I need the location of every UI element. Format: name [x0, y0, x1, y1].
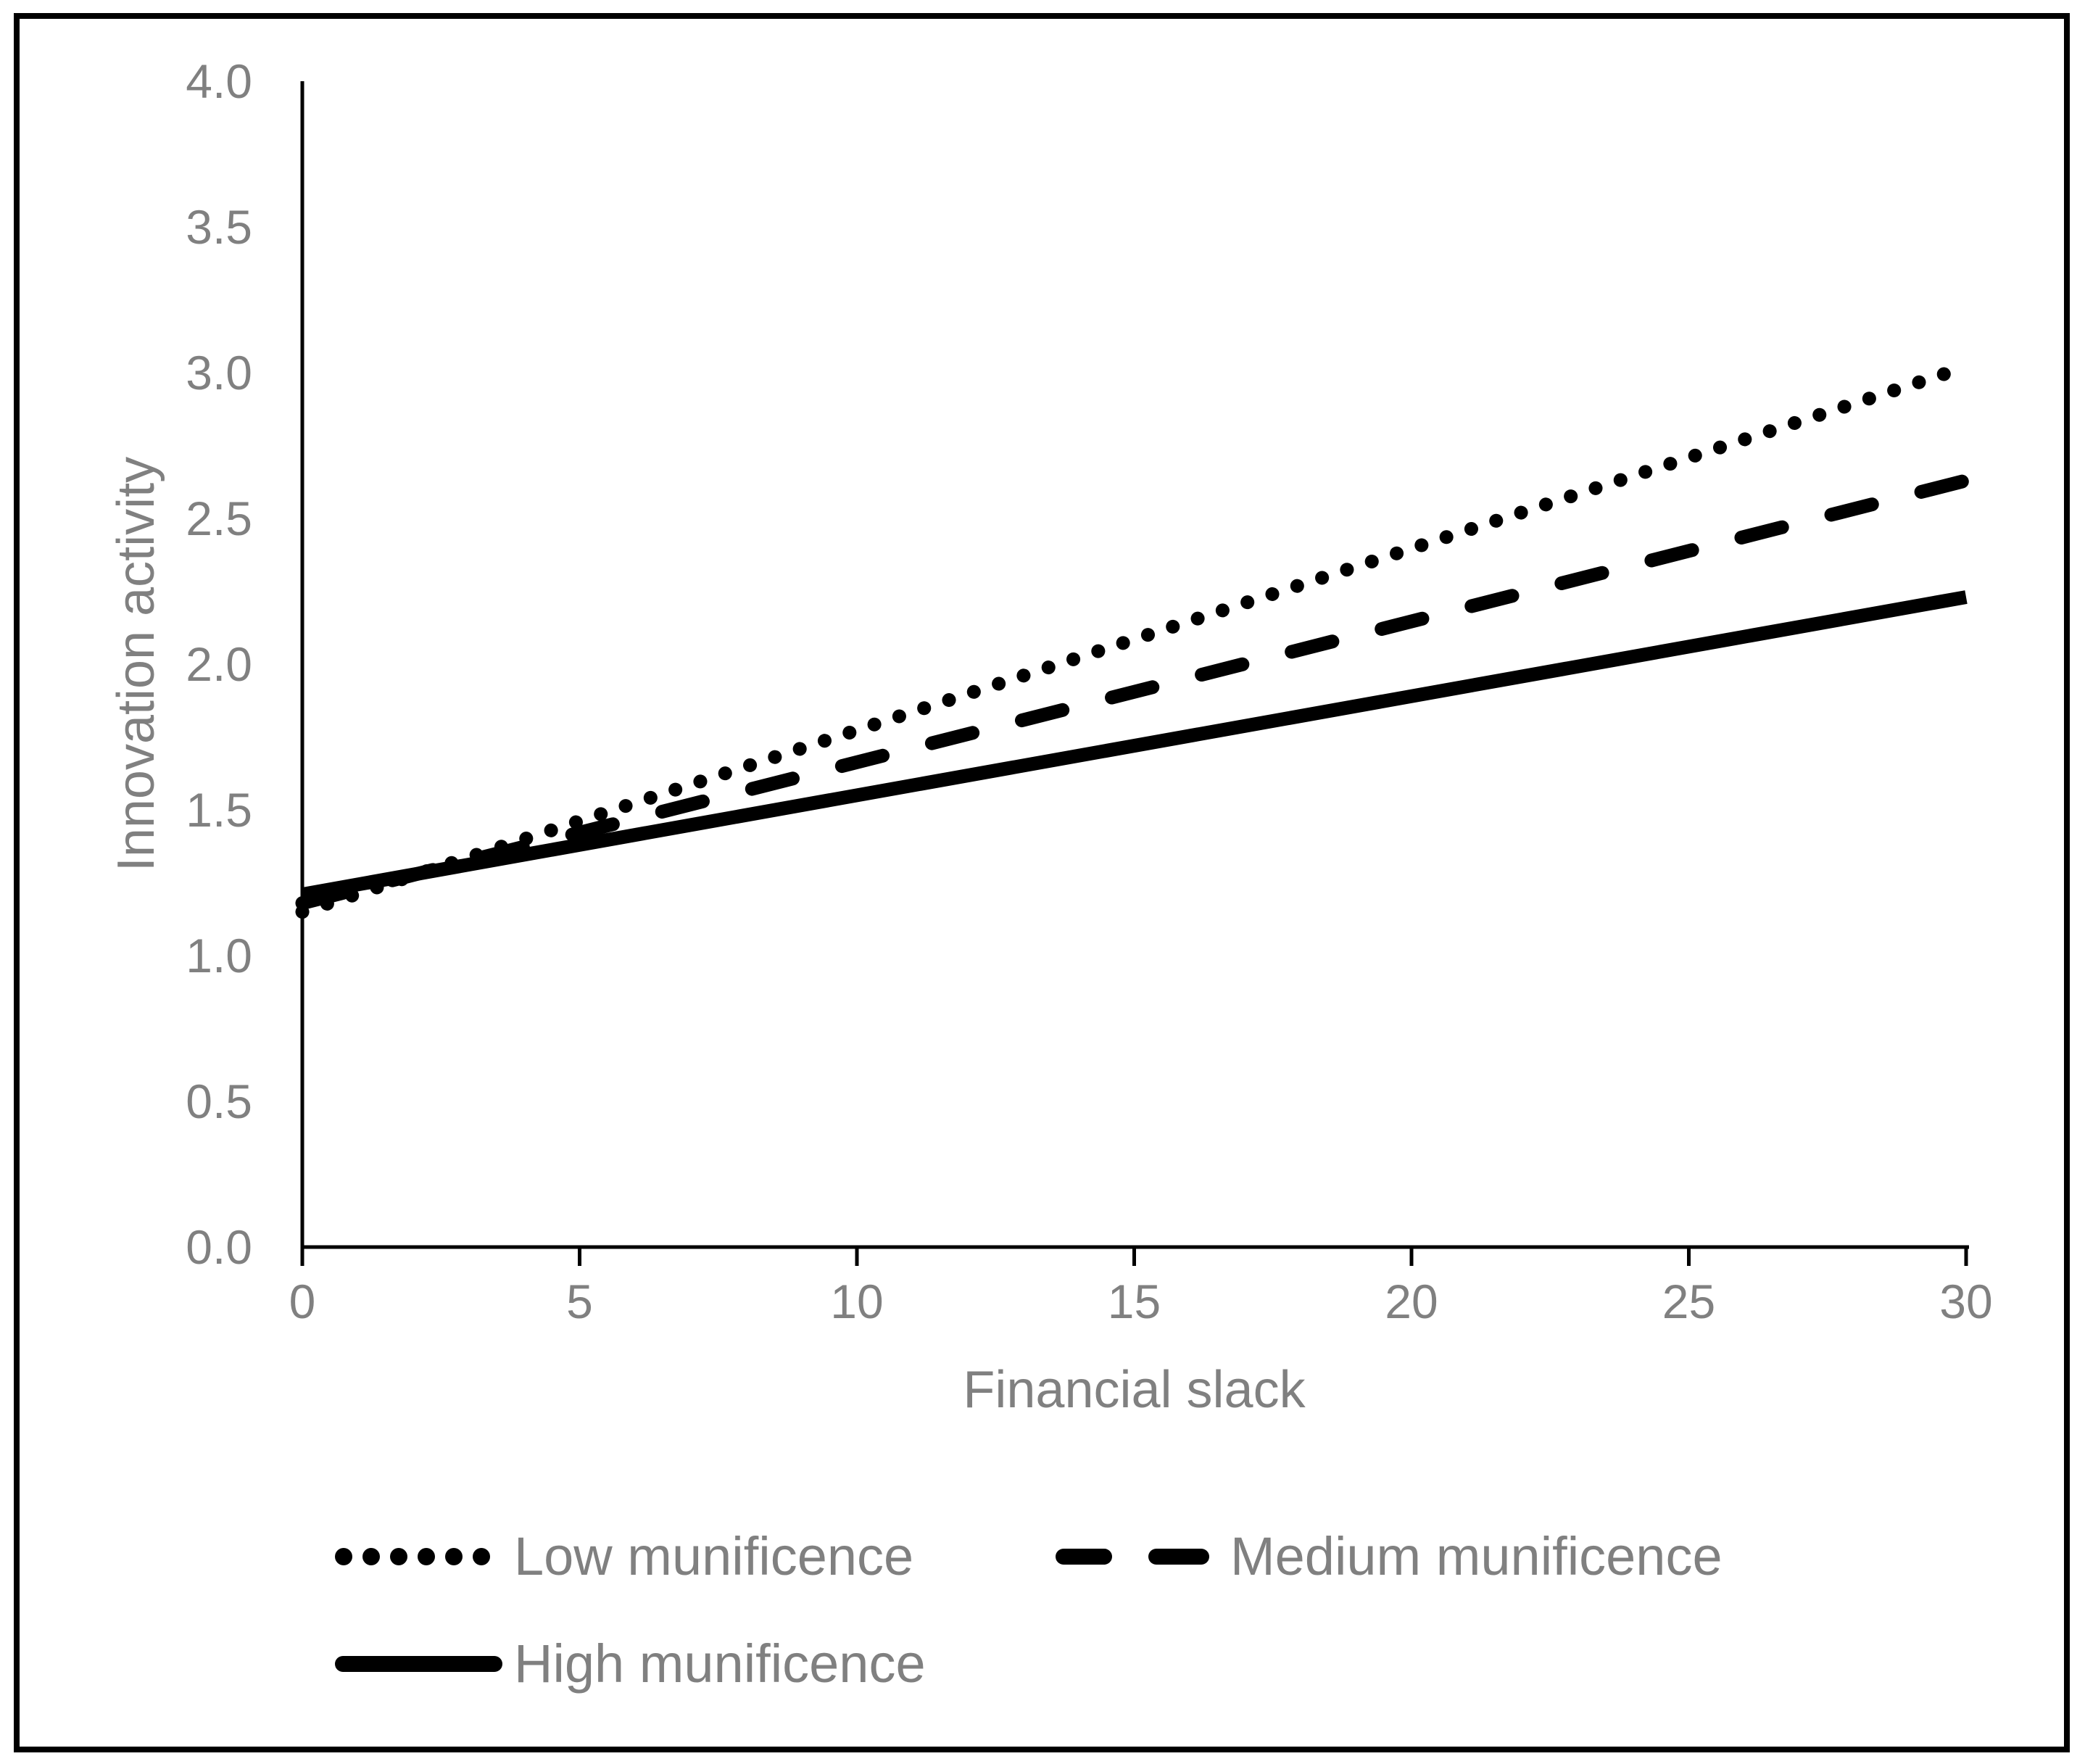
- x-tick-label: 25: [1662, 1275, 1715, 1328]
- x-tick-label: 30: [1939, 1275, 1992, 1328]
- y-tick-label: 0.5: [186, 1074, 252, 1128]
- legend-item-medium-munificence: Medium munificence: [1050, 1524, 1723, 1589]
- series-line-high-munificence: [301, 590, 1968, 901]
- x-tick-label: 10: [830, 1275, 883, 1328]
- y-tick-label: 2.0: [186, 637, 252, 691]
- y-tick-label: 3.5: [186, 200, 252, 254]
- x-tick-label: 0: [289, 1275, 316, 1328]
- x-axis-title: Financial slack: [963, 1361, 1306, 1419]
- legend-label: Medium munificence: [1230, 1526, 1723, 1586]
- x-tick-label: 15: [1108, 1275, 1161, 1328]
- legend-swatch-solid-line: [335, 1656, 502, 1672]
- x-tick-label: 5: [566, 1275, 593, 1328]
- x-tick-label: 20: [1385, 1275, 1438, 1328]
- series-line-low-munificence: [295, 360, 1973, 919]
- series-line-medium-munificence: [295, 473, 1973, 911]
- y-tick-label: 1.5: [186, 783, 252, 837]
- legend-swatch-dashed-line: [1056, 1549, 1209, 1565]
- figure-frame: [14, 13, 2070, 1752]
- y-tick-label: 3.0: [186, 346, 252, 399]
- y-tick-label: 0.0: [186, 1220, 252, 1274]
- legend-item-low-munificence: Low munificence: [333, 1524, 913, 1589]
- y-tick-label: 4.0: [186, 54, 252, 108]
- y-tick-label: 2.5: [186, 492, 252, 545]
- legend-item-high-munificence: High munificence: [333, 1631, 926, 1697]
- y-axis-title: Innovation activity: [107, 456, 165, 872]
- legend-label: Low munificence: [514, 1526, 914, 1586]
- legend-swatch-dotted-line: [335, 1548, 490, 1565]
- y-tick-label: 1.0: [186, 929, 252, 982]
- legend-label: High munificence: [514, 1633, 926, 1694]
